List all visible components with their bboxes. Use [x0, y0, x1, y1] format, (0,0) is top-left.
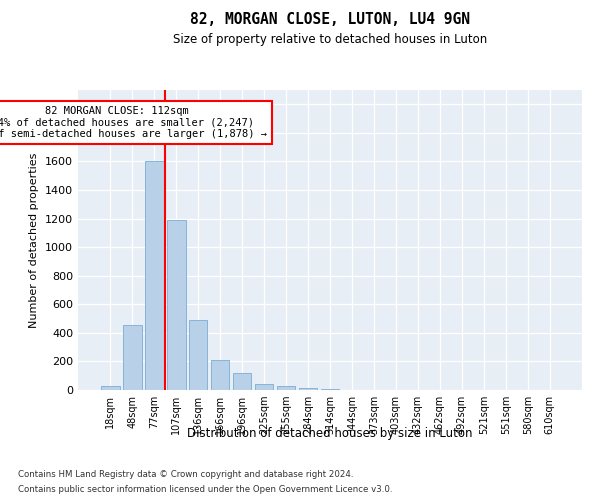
Y-axis label: Number of detached properties: Number of detached properties: [29, 152, 40, 328]
Bar: [299, 388, 317, 390]
Text: 82 MORGAN CLOSE: 112sqm
← 54% of detached houses are smaller (2,247)
45% of semi: 82 MORGAN CLOSE: 112sqm ← 54% of detache…: [0, 106, 267, 139]
Bar: [101, 386, 119, 390]
Bar: [145, 162, 164, 390]
Text: Contains public sector information licensed under the Open Government Licence v3: Contains public sector information licen…: [18, 485, 392, 494]
Text: Contains HM Land Registry data © Crown copyright and database right 2024.: Contains HM Land Registry data © Crown c…: [18, 470, 353, 479]
Bar: [123, 325, 142, 390]
Bar: [255, 384, 274, 390]
Text: Size of property relative to detached houses in Luton: Size of property relative to detached ho…: [173, 32, 487, 46]
Bar: [211, 360, 229, 390]
Bar: [320, 388, 340, 390]
Text: Distribution of detached houses by size in Luton: Distribution of detached houses by size …: [187, 428, 473, 440]
Bar: [189, 320, 208, 390]
Text: 82, MORGAN CLOSE, LUTON, LU4 9GN: 82, MORGAN CLOSE, LUTON, LU4 9GN: [190, 12, 470, 28]
Bar: [277, 386, 295, 390]
Bar: [167, 220, 185, 390]
Bar: [233, 373, 251, 390]
